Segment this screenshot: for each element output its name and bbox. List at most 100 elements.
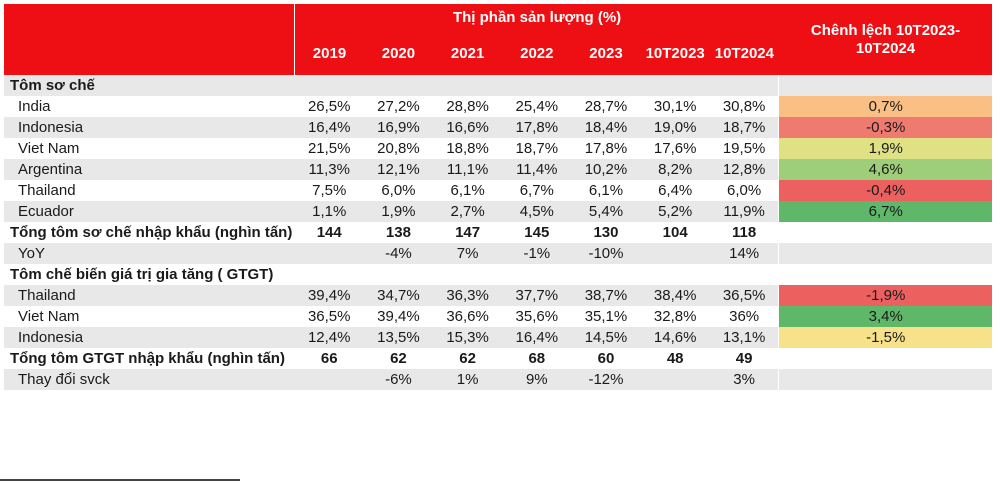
value-cell: 1,1%	[294, 201, 364, 222]
row-label: Thay đổi svck	[4, 369, 295, 390]
value-cell: 27,2%	[377, 98, 420, 115]
share-table-wrapper: Thị phần sản lượng (%) Chênh lệch 10T202…	[4, 4, 992, 390]
row-label: Indonesia	[4, 117, 295, 138]
table-row: Argentina 11,3% 12,1% 11,1% 11,4% 10,2% 8,2% 12…	[4, 159, 992, 180]
diff-cell: 0,7%	[778, 96, 992, 117]
value-cell: 7%	[433, 243, 503, 264]
table-row: Tổng tôm sơ chế nhập khẩu (nghìn tấn) 144…	[4, 222, 992, 243]
value-cell	[364, 264, 433, 285]
row-label: Thailand	[4, 285, 295, 306]
value-cell: 12,4%	[294, 327, 364, 348]
diff-cell: 6,7%	[778, 201, 992, 222]
row-label: Indonesia	[4, 327, 295, 348]
table-row: Indonesia 12,4% 13,5% 15,3% 16,4% 14,5% 14,6% 1…	[4, 327, 992, 348]
row-label: Tôm chế biến giá trị gia tăng ( GTGT)	[10, 266, 274, 283]
value-cell: 14%	[709, 243, 779, 264]
row-label: India	[18, 98, 51, 115]
value-cell: 37,7%	[502, 285, 572, 306]
table-row: Tổng tôm GTGT nhập khẩu (nghìn tấn) 66 62 6…	[4, 348, 992, 369]
value-cell	[433, 264, 502, 285]
value-cell: 16,4%	[502, 327, 572, 348]
value-cell: 104	[662, 224, 688, 241]
year-header: 10T2023	[640, 31, 710, 75]
value-cell: 12,8%	[709, 159, 779, 180]
value-cell	[640, 243, 710, 264]
diff-cell: -0,4%	[778, 180, 992, 201]
value-cell: 6,1%	[588, 182, 624, 199]
diff-cell	[778, 369, 992, 390]
value-cell: 118	[732, 224, 757, 241]
table-row: Indonesia 16,4% 16,9% 16,6% 17,8% 18,4% 19,0% 1…	[4, 117, 992, 138]
value-cell	[640, 369, 710, 390]
value-cell: 66	[320, 350, 338, 367]
value-cell: 138	[385, 224, 411, 241]
row-label: Viet Nam	[18, 308, 80, 325]
value-cell: 145	[524, 224, 550, 241]
year-header: 2023	[571, 31, 641, 75]
value-cell: 26,5%	[307, 98, 351, 115]
shrimp-market-share-table: Thị phần sản lượng (%) Chênh lệch 10T202…	[4, 4, 992, 390]
table-row: Tôm chế biến giá trị gia tăng ( GTGT)	[4, 264, 992, 285]
value-cell: 6,1%	[450, 182, 485, 199]
value-cell: 3%	[709, 369, 779, 390]
value-cell: 147	[455, 224, 481, 241]
value-cell: 38,7%	[571, 285, 641, 306]
value-cell	[710, 264, 779, 285]
value-cell: 2,7%	[433, 201, 503, 222]
row-label: YoY	[4, 243, 295, 264]
value-cell	[502, 75, 572, 96]
value-cell: 36,3%	[433, 285, 503, 306]
value-cell: 130	[593, 224, 619, 241]
value-cell: 11,9%	[709, 201, 779, 222]
year-header: 2019	[294, 31, 364, 75]
value-cell: 35,1%	[584, 308, 628, 325]
value-cell	[640, 75, 710, 96]
value-cell: 21,5%	[307, 140, 351, 157]
row-label: Viet Nam	[18, 140, 80, 157]
value-cell: 13,5%	[363, 327, 434, 348]
value-cell: 68	[528, 350, 546, 367]
table-row: Thay đổi svck -6% 1% 9% -12% 3%	[4, 369, 992, 390]
value-cell: -1%	[502, 243, 572, 264]
value-cell: 39,4%	[294, 285, 364, 306]
value-cell: 39,4%	[377, 308, 420, 325]
diff-cell: 4,6%	[778, 159, 992, 180]
value-cell: 15,3%	[433, 327, 503, 348]
diff-cell	[778, 222, 992, 243]
value-cell: 36,5%	[709, 285, 779, 306]
table-row: Viet Nam 21,5% 20,8% 18,8% 18,7% 17,8% 17,6% 19…	[4, 138, 992, 159]
value-cell: -12%	[571, 369, 641, 390]
value-cell: 18,8%	[446, 140, 489, 157]
value-cell: 28,7%	[584, 98, 628, 115]
value-cell: 5,2%	[640, 201, 710, 222]
value-cell: 9%	[502, 369, 572, 390]
value-cell: 62	[459, 350, 476, 367]
table-body: Tôm sơ chế India 26,5% 27,2% 28,8% 25,4% 28,7%…	[4, 75, 992, 390]
diff-cell: -1,5%	[778, 327, 992, 348]
value-cell: 36,6%	[446, 308, 489, 325]
value-cell: 16,9%	[363, 117, 434, 138]
value-cell: 30,1%	[653, 98, 697, 115]
diff-cell: -0,3%	[778, 117, 992, 138]
row-label: Tổng tôm GTGT nhập khẩu (nghìn tấn)	[10, 350, 285, 367]
value-cell	[709, 75, 779, 96]
value-cell: 1,9%	[363, 201, 434, 222]
value-cell: 30,8%	[722, 98, 766, 115]
value-cell: 19,5%	[722, 140, 766, 157]
value-cell	[295, 264, 364, 285]
value-cell: 144	[316, 224, 342, 241]
value-cell: 8,2%	[640, 159, 710, 180]
diff-cell	[778, 264, 992, 285]
table-row: India 26,5% 27,2% 28,8% 25,4% 28,7% 30,1% 30,8%…	[4, 96, 992, 117]
value-cell	[641, 264, 710, 285]
table-row: Viet Nam 36,5% 39,4% 36,6% 35,6% 35,1% 32,8% 36…	[4, 306, 992, 327]
value-cell	[571, 75, 641, 96]
value-cell: 4,5%	[502, 201, 572, 222]
value-cell: 1%	[433, 369, 503, 390]
value-cell	[363, 75, 434, 96]
diff-header-text: Chênh lệch 10T2023-10T2024	[810, 21, 961, 57]
diff-cell	[778, 75, 992, 96]
source-line-remnant	[0, 479, 240, 481]
value-cell	[502, 264, 571, 285]
header-diff-label: Chênh lệch 10T2023-10T2024	[778, 4, 992, 75]
